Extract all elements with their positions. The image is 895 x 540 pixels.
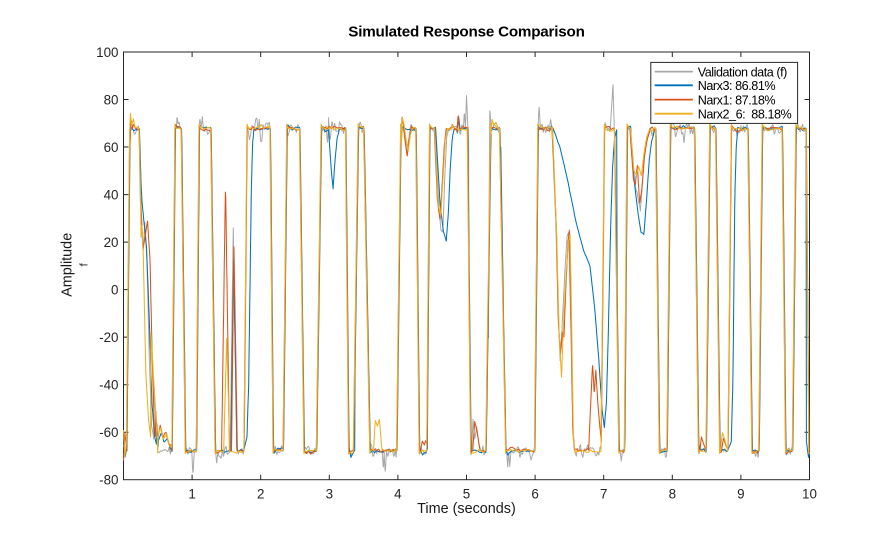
svg-text:f: f <box>79 262 91 266</box>
svg-text:40: 40 <box>104 187 119 202</box>
svg-text:0: 0 <box>111 282 118 297</box>
svg-text:-20: -20 <box>99 330 118 345</box>
svg-text:Amplitude: Amplitude <box>60 233 76 297</box>
svg-text:80: 80 <box>104 92 119 107</box>
svg-text:-40: -40 <box>99 378 118 393</box>
svg-text:100: 100 <box>96 45 118 60</box>
svg-text:Simulated Response Comparison: Simulated Response Comparison <box>348 24 584 41</box>
svg-text:60: 60 <box>104 140 119 155</box>
svg-text:2: 2 <box>257 487 264 502</box>
svg-text:5: 5 <box>463 487 470 502</box>
svg-text:-60: -60 <box>99 425 118 440</box>
svg-text:6: 6 <box>531 487 538 502</box>
svg-text:8: 8 <box>669 487 676 502</box>
svg-text:-80: -80 <box>99 473 118 488</box>
svg-text:9: 9 <box>737 487 744 502</box>
svg-text:Time (seconds): Time (seconds) <box>417 501 516 517</box>
svg-text:3: 3 <box>326 487 333 502</box>
svg-text:Validation data (f): Validation data (f) <box>698 65 787 79</box>
svg-text:20: 20 <box>104 235 119 250</box>
svg-text:Narx1: 87.18%: Narx1: 87.18% <box>698 93 776 107</box>
svg-text:7: 7 <box>600 487 607 502</box>
svg-text:1: 1 <box>188 487 195 502</box>
svg-text:4: 4 <box>394 487 402 502</box>
svg-text:10: 10 <box>802 487 817 502</box>
svg-text:Narx2_6: 88.18%: Narx2_6: 88.18% <box>698 108 792 122</box>
svg-text:Narx3: 86.81%: Narx3: 86.81% <box>698 79 776 93</box>
